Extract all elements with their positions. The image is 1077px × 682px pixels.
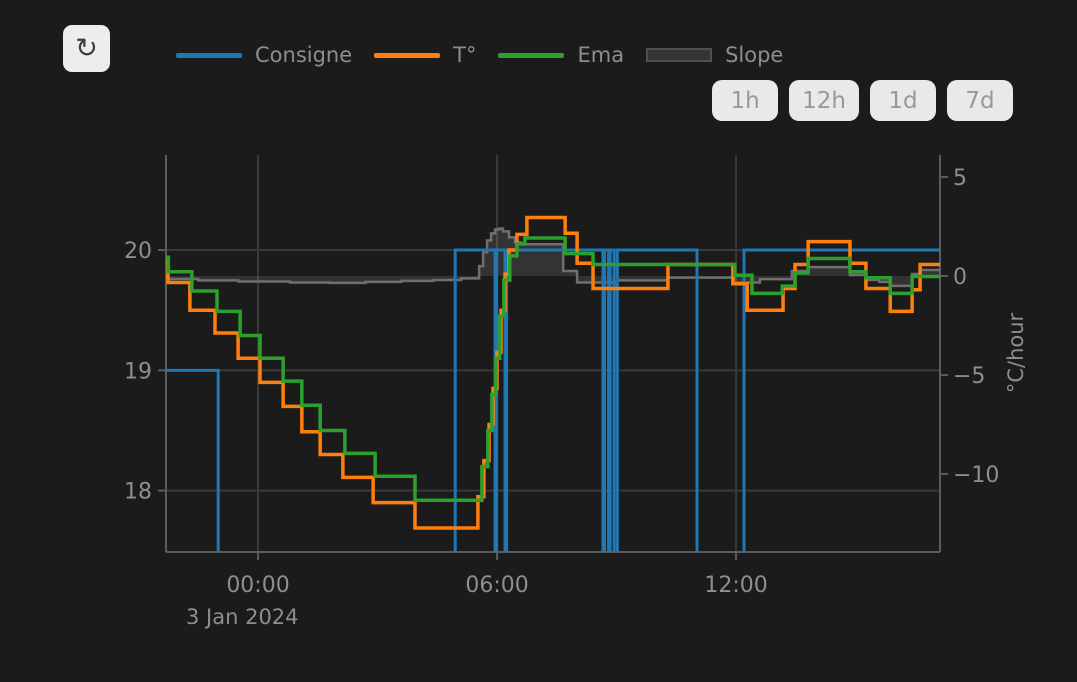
range-button-7d[interactable]: 7d: [947, 80, 1013, 121]
x-tick-label: 06:00: [465, 573, 528, 598]
y-right-tick-label: 0: [953, 265, 967, 290]
legend-item-ema[interactable]: Ema: [498, 43, 624, 67]
temperature-line-swatch: [374, 52, 441, 58]
refresh-icon: ↻: [75, 33, 98, 63]
y-left-tick-label: 19: [124, 359, 152, 384]
y-right-tick-label: 5: [953, 166, 967, 191]
x-axis-date-label: 3 Jan 2024: [186, 605, 299, 629]
range-button-12h[interactable]: 12h: [789, 80, 859, 121]
y-left-tick-label: 20: [124, 239, 152, 264]
legend-item-consigne[interactable]: Consigne: [176, 43, 352, 67]
series-ema-line: [166, 236, 940, 503]
time-range-buttons: 1h 12h 1d 7d: [712, 80, 1013, 121]
chart-legend: Consigne T° Ema Slope: [176, 40, 783, 70]
consigne-line-swatch: [176, 52, 242, 58]
refresh-button[interactable]: ↻: [63, 25, 110, 72]
x-tick-label: 00:00: [226, 573, 289, 598]
legend-label-temperature: T°: [453, 43, 477, 67]
range-button-1d[interactable]: 1d: [870, 80, 936, 121]
legend-label-slope: Slope: [725, 43, 784, 67]
series-slope-area: [166, 228, 940, 286]
y-right-tick-label: −10: [953, 463, 999, 488]
series-slope-line: [166, 227, 940, 288]
legend-label-ema: Ema: [577, 43, 625, 67]
x-tick-label: 12:00: [704, 573, 767, 598]
series-consigne-line: [166, 248, 940, 552]
ema-line-swatch: [498, 52, 565, 58]
range-button-1h[interactable]: 1h: [712, 80, 779, 121]
y-left-tick-label: 18: [124, 480, 152, 505]
legend-label-consigne: Consigne: [255, 43, 353, 67]
y-right-tick-label: −5: [953, 364, 985, 389]
legend-item-slope[interactable]: Slope: [646, 43, 783, 67]
legend-item-temperature[interactable]: T°: [374, 43, 476, 67]
y-right-axis-title: °C/hour: [1004, 312, 1028, 393]
slope-area-swatch: [646, 48, 713, 62]
